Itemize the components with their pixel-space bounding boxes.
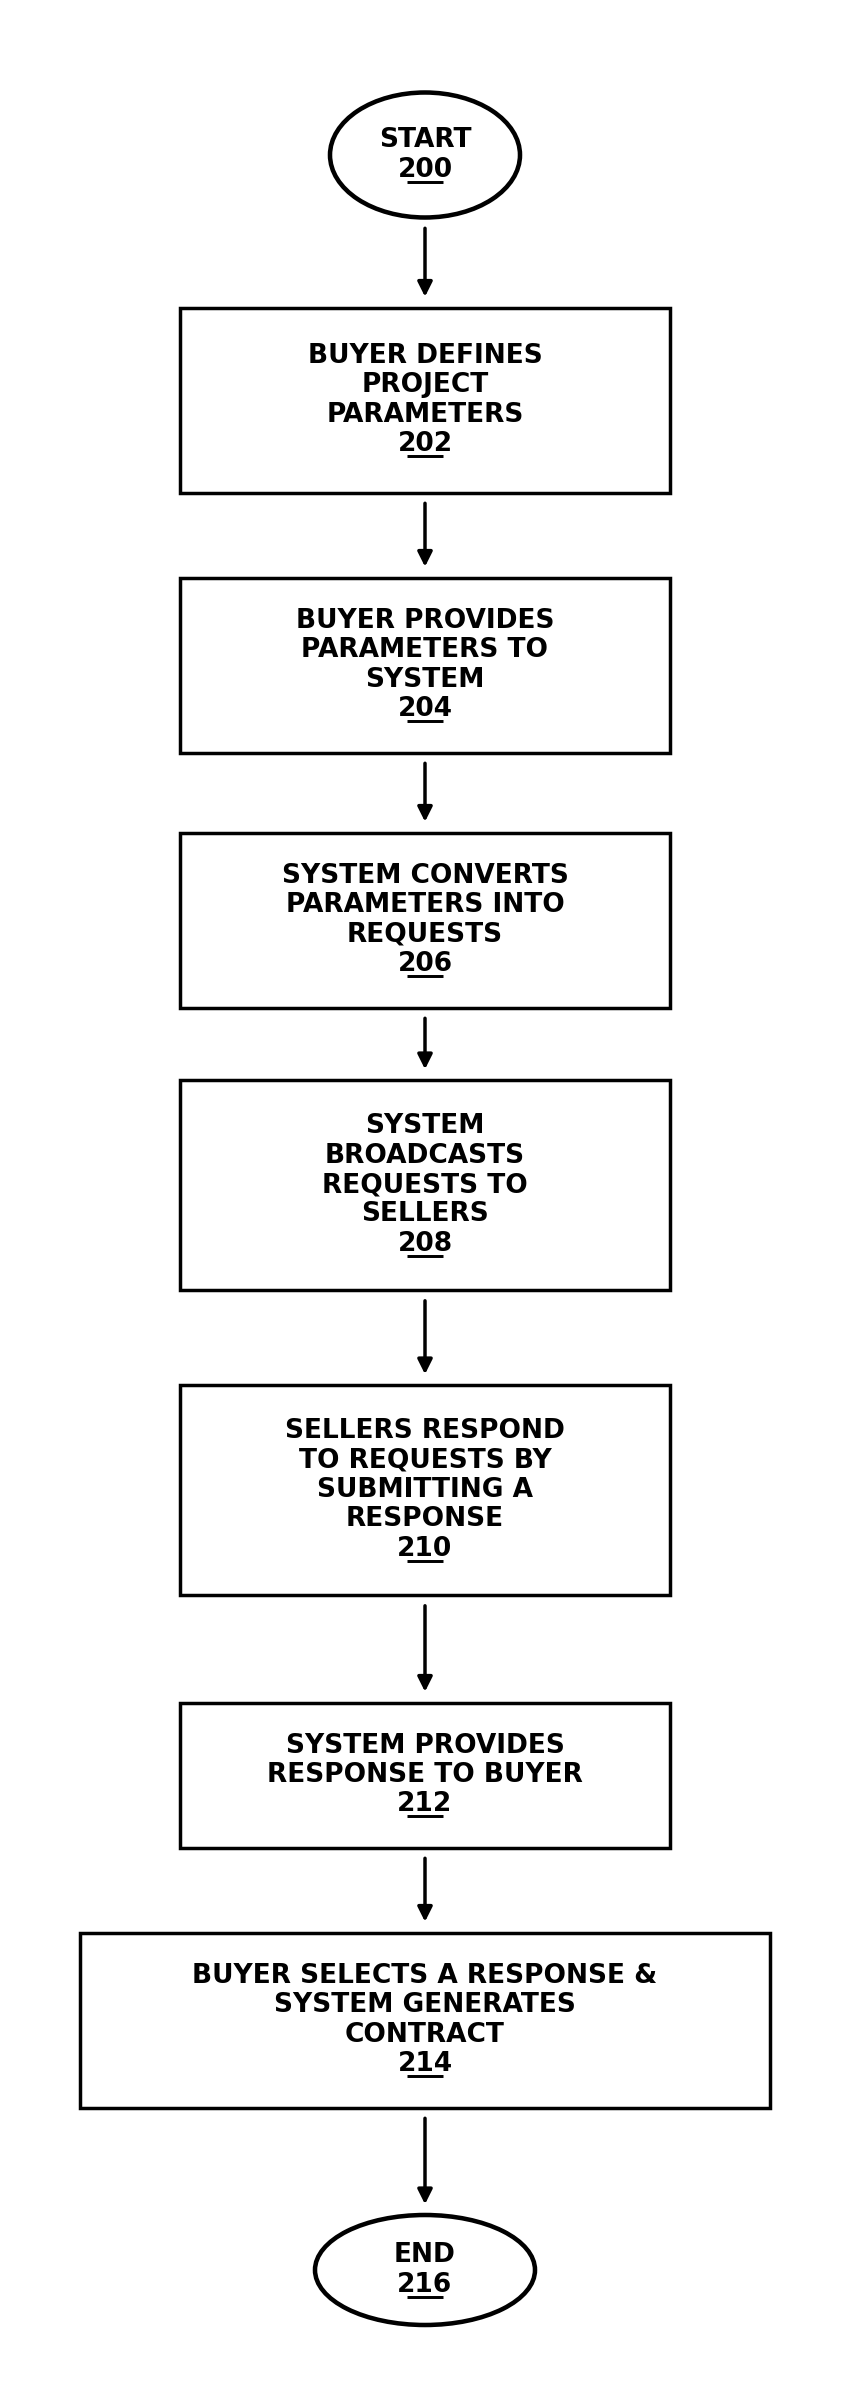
Text: PARAMETERS INTO: PARAMETERS INTO: [286, 892, 564, 918]
Text: 204: 204: [398, 697, 452, 723]
Bar: [180, 308, 670, 493]
Text: SELLERS: SELLERS: [361, 1202, 489, 1228]
Text: CONTRACT: CONTRACT: [345, 2021, 505, 2047]
Text: 210: 210: [397, 1536, 452, 1562]
Bar: [180, 1701, 670, 1848]
Text: SYSTEM: SYSTEM: [366, 1113, 484, 1139]
Text: REQUESTS TO: REQUESTS TO: [322, 1173, 528, 1199]
Text: BUYER DEFINES: BUYER DEFINES: [308, 344, 542, 368]
Text: RESPONSE: RESPONSE: [346, 1507, 504, 1533]
Text: 202: 202: [398, 430, 452, 457]
Text: BROADCASTS: BROADCASTS: [325, 1141, 525, 1168]
Text: PARAMETERS TO: PARAMETERS TO: [302, 637, 548, 663]
Text: SYSTEM GENERATES: SYSTEM GENERATES: [274, 1992, 576, 2019]
Text: TO REQUESTS BY: TO REQUESTS BY: [298, 1447, 552, 1473]
Text: RESPONSE TO BUYER: RESPONSE TO BUYER: [267, 1761, 583, 1788]
Text: 214: 214: [398, 2052, 452, 2076]
Text: REQUESTS: REQUESTS: [347, 923, 503, 947]
Text: START: START: [379, 127, 471, 154]
Text: BUYER SELECTS A RESPONSE &: BUYER SELECTS A RESPONSE &: [192, 1963, 658, 1990]
Text: 216: 216: [397, 2271, 452, 2297]
Text: SYSTEM: SYSTEM: [366, 666, 484, 692]
Text: 200: 200: [398, 156, 452, 183]
Text: 206: 206: [398, 952, 452, 978]
Text: 208: 208: [398, 1230, 452, 1257]
Bar: [180, 1079, 670, 1290]
Text: SYSTEM PROVIDES: SYSTEM PROVIDES: [286, 1733, 564, 1759]
Bar: [180, 577, 670, 752]
Ellipse shape: [315, 2216, 535, 2326]
Bar: [80, 1932, 770, 2107]
Text: SYSTEM CONVERTS: SYSTEM CONVERTS: [281, 863, 569, 889]
Text: PARAMETERS: PARAMETERS: [326, 401, 524, 428]
Ellipse shape: [330, 91, 520, 219]
Text: SUBMITTING A: SUBMITTING A: [317, 1478, 533, 1502]
Text: BUYER PROVIDES: BUYER PROVIDES: [296, 608, 554, 634]
Bar: [180, 1384, 670, 1596]
Text: 212: 212: [397, 1793, 452, 1817]
Text: SELLERS RESPOND: SELLERS RESPOND: [285, 1418, 565, 1444]
Bar: [180, 831, 670, 1007]
Text: PROJECT: PROJECT: [361, 372, 489, 399]
Text: END: END: [394, 2242, 456, 2268]
